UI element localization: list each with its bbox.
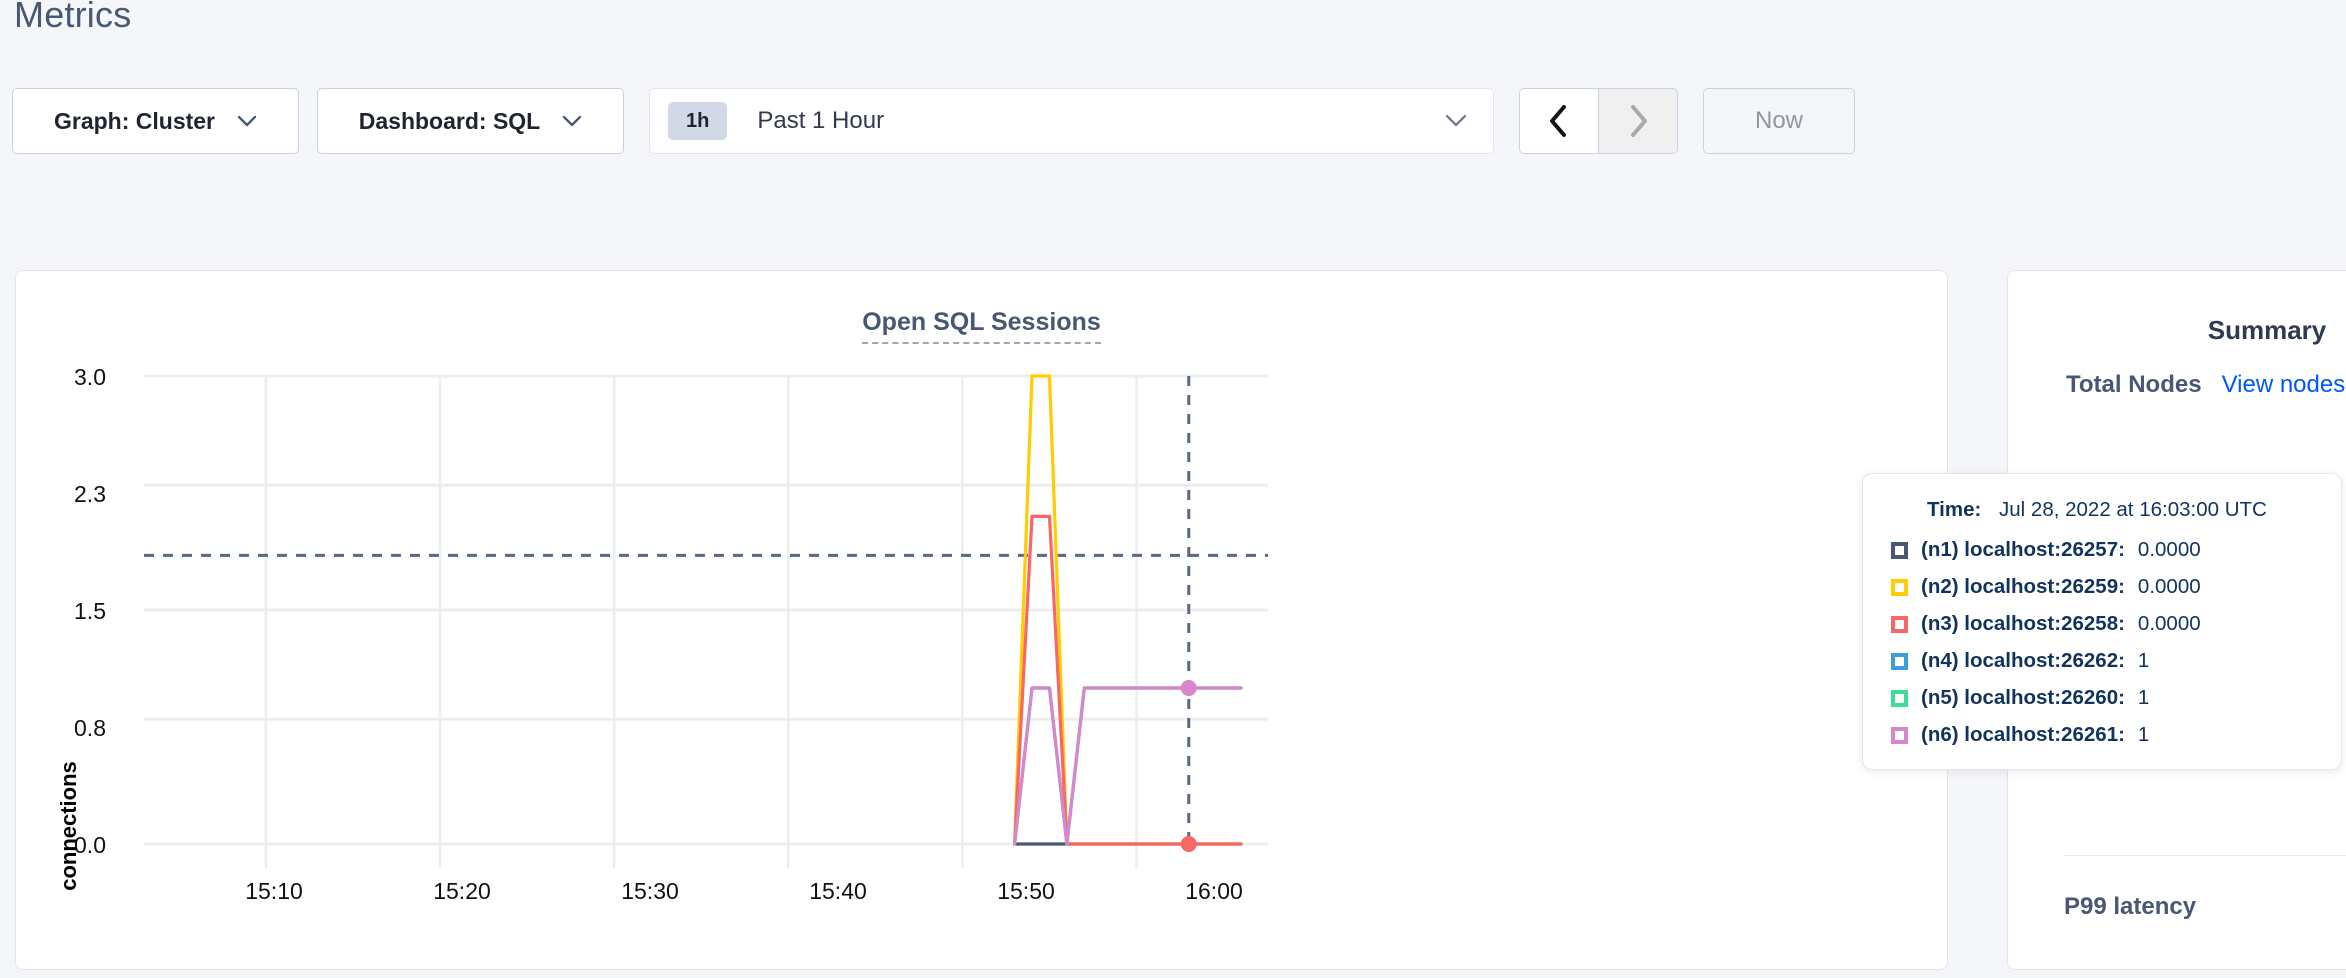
tooltip-series-row: (n1) localhost:26257: 0.0000 [1891, 538, 2313, 562]
view-nodes-link[interactable]: View nodes [2221, 371, 2346, 398]
series-color-swatch [1891, 615, 1908, 633]
series-line[interactable] [1012, 686, 1243, 846]
tooltip-series-row: (n2) localhost:26259: 0.0000 [1891, 575, 2313, 599]
tooltip-time-label: Time: [1927, 498, 1982, 521]
y-tick-label: 1.5 [74, 598, 106, 624]
tooltip-series-list: (n1) localhost:26257: 0.0000 (n2) localhos… [1891, 538, 2313, 747]
metrics-toolbar: Graph: Cluster Dashboard: SQL 1h Past 1 … [12, 88, 1855, 154]
series-name: (n4) localhost:26262: [1921, 649, 2125, 672]
tooltip-series-row: (n5) localhost:26260: 1 [1891, 686, 2313, 710]
chevron-down-icon [237, 115, 257, 128]
total-nodes-row: Total Nodes View nodes [2066, 371, 2345, 399]
series-name: (n3) localhost:26258: [1921, 612, 2125, 635]
x-tick-label: 15:50 [997, 878, 1055, 904]
series-color-swatch [1891, 578, 1908, 596]
y-tick-label: 2.3 [74, 481, 106, 507]
series-name: (n6) localhost:26261: [1921, 723, 2125, 746]
chevron-right-icon [1598, 89, 1677, 153]
x-tick-label: 15:30 [621, 878, 679, 904]
x-tick-label: 16:00 [1185, 878, 1243, 904]
chevron-down-icon [562, 115, 582, 128]
series-color-swatch [1891, 652, 1908, 670]
p99-latency-label: P99 latency [2064, 893, 2197, 920]
now-button-label: Now [1754, 107, 1803, 134]
series-name: (n1) localhost:26257: [1921, 538, 2125, 561]
open-sql-sessions-card: Open SQL Sessions connections 3.0 2.3 1.… [15, 270, 1948, 970]
y-tick-label: 3.0 [74, 364, 106, 390]
summary-divider [2064, 855, 2346, 856]
series-value: 0.0000 [2137, 612, 2201, 635]
tooltip-series-row: (n4) localhost:26262: 1 [1891, 649, 2313, 673]
series-line[interactable] [1012, 686, 1243, 846]
tooltip-series-row: (n3) localhost:26258: 0.0000 [1891, 612, 2313, 636]
summary-title: Summary [2207, 315, 2327, 345]
chart-plot[interactable] [16, 271, 1947, 969]
series-value: 0.0000 [2137, 575, 2201, 598]
series-value: 1 [2137, 649, 2150, 672]
total-nodes-label: Total Nodes [2066, 371, 2202, 398]
time-range-selector[interactable]: 1h Past 1 Hour [649, 88, 1494, 154]
tooltip-time-row: Time: Jul 28, 2022 at 16:03:00 UTC [1891, 498, 2313, 522]
y-tick-label: 0.0 [74, 832, 106, 858]
x-tick-label: 15:10 [245, 878, 303, 904]
x-tick-label: 15:20 [433, 878, 491, 904]
series-line[interactable] [1012, 686, 1243, 846]
series-line[interactable] [1012, 514, 1243, 846]
graph-dropdown-label: Graph: Cluster [53, 107, 216, 134]
highlight-point[interactable] [1180, 836, 1197, 852]
series-value: 0.0000 [2137, 538, 2201, 561]
chart-tooltip: Time: Jul 28, 2022 at 16:03:00 UTC (n1) … [1862, 473, 2342, 770]
x-tick-label: 15:40 [809, 878, 867, 904]
time-range-badge: 1h [668, 102, 728, 140]
now-button[interactable]: Now [1703, 88, 1855, 154]
tooltip-time-value: Jul 28, 2022 at 16:03:00 UTC [1999, 498, 2267, 521]
series-color-swatch [1891, 726, 1908, 744]
dashboard-dropdown-label: Dashboard: SQL [358, 107, 541, 134]
series-value: 1 [2137, 686, 2150, 709]
dashboard-dropdown[interactable]: Dashboard: SQL [317, 88, 624, 154]
time-range-label: Past 1 Hour [757, 107, 885, 134]
series-color-swatch [1891, 689, 1908, 707]
series-value: 1 [2137, 723, 2150, 746]
time-nav-group [1519, 88, 1678, 154]
chart-title: Open SQL Sessions [16, 308, 1947, 344]
series-name: (n5) localhost:26260: [1921, 686, 2125, 709]
chart-title-text[interactable]: Open SQL Sessions [862, 308, 1101, 344]
tooltip-series-row: (n6) localhost:26261: 1 [1891, 723, 2313, 747]
series-color-swatch [1891, 541, 1908, 559]
y-tick-label: 0.8 [74, 715, 106, 741]
highlight-point[interactable] [1180, 680, 1197, 696]
page-title: Metrics [14, 0, 132, 35]
graph-dropdown[interactable]: Graph: Cluster [12, 88, 299, 154]
chevron-down-icon [1445, 114, 1467, 128]
chevron-left-icon[interactable] [1520, 89, 1598, 153]
series-name: (n2) localhost:26259: [1921, 575, 2125, 598]
